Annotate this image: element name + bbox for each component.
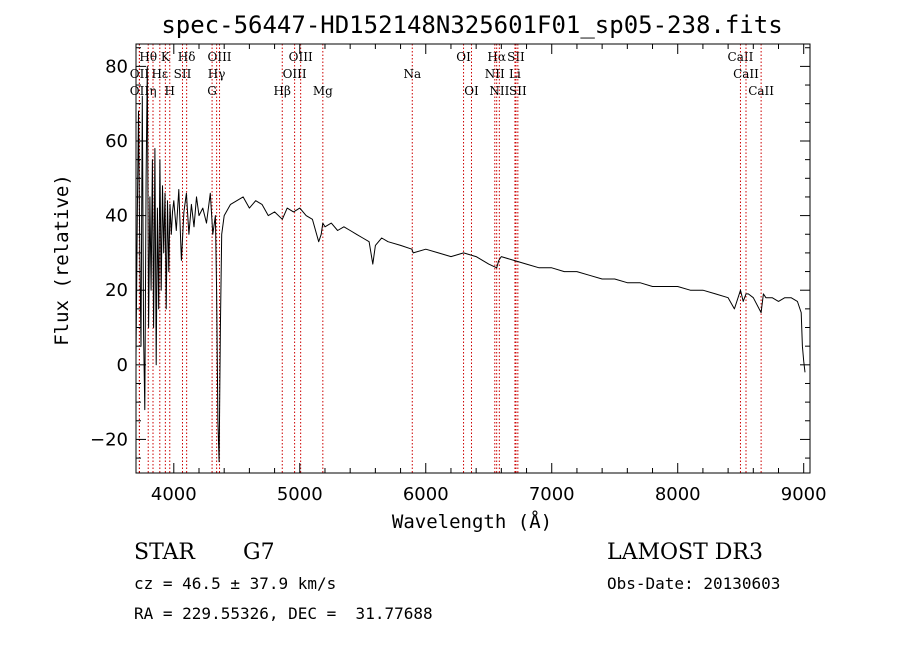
redshift-velocity: cz = 46.5 ± 37.9 km/s (134, 574, 337, 593)
marker-label-27: OIII (283, 67, 307, 81)
marker-label-23: OIII (207, 50, 231, 64)
marker-label-4: OI (464, 84, 479, 98)
object-subclass: G7 (243, 540, 275, 565)
marker-label-16: Hθ (139, 50, 157, 64)
y-axis-label: Flux (relative) (51, 174, 73, 346)
plot-frame (135, 43, 811, 474)
chart-title: spec-56447-HD152148N325601F01_sp05-238.f… (161, 11, 782, 39)
marker-label-14: Hδ (178, 50, 196, 64)
flux-series-group (135, 65, 806, 463)
x-tick-label-4: 8000 (655, 484, 701, 505)
y-tick-label-5: 80 (105, 56, 128, 77)
y-tick-label-3: 40 (105, 206, 128, 227)
x-axis: 4000 5000 6000 7000 8000 9000 (151, 44, 827, 505)
marker-label-24: Hγ (208, 67, 226, 81)
x-tick-label-1: 5000 (277, 484, 323, 505)
marker-label-25: G (207, 84, 217, 98)
spectral-line-markers: Hβ MgNaOIOIHαNIINIISIILiSIICaIICaIICaIIHδ… (130, 44, 774, 473)
x-tick-label-3: 7000 (529, 484, 575, 505)
marker-label-15: K (161, 50, 171, 64)
marker-label-3: OI (456, 50, 471, 64)
marker-label-12: CaII (733, 67, 759, 81)
marker-label-8: SII (507, 50, 525, 64)
marker-label-0: Hβ (274, 84, 291, 98)
x-tick-label-0: 4000 (151, 484, 197, 505)
marker-label-1: Mg (313, 84, 333, 98)
marker-label-20: η (149, 84, 156, 98)
marker-label-5: Hα (487, 50, 506, 64)
y-tick-label-4: 60 (105, 131, 128, 152)
y-tick-label-2: 20 (105, 280, 128, 301)
marker-label-17: OII (130, 67, 150, 81)
survey-name: LAMOST DR3 (607, 540, 763, 565)
flux-series-line-0 (135, 65, 806, 463)
marker-label-26: OIII (289, 50, 313, 64)
marker-label-19: Hε (151, 67, 168, 81)
marker-label-22: SII (174, 67, 192, 81)
x-tick-label-2: 6000 (403, 484, 449, 505)
marker-label-11: CaII (728, 50, 754, 64)
object-class: STAR (134, 540, 195, 565)
marker-label-2: Na (403, 67, 421, 81)
marker-label-9: Li (509, 67, 521, 81)
y-tick-label-0: −20 (90, 429, 128, 450)
marker-label-6: NII (485, 67, 505, 81)
marker-label-7: NII (489, 84, 509, 98)
marker-label-10: SII (509, 84, 527, 98)
marker-label-18: OII (130, 84, 150, 98)
marker-label-13: CaII (748, 84, 774, 98)
y-axis: −20 0 20 40 60 80 (90, 47, 810, 459)
sky-coordinates: RA = 229.55326, DEC = 31.77688 (134, 604, 433, 623)
observation-date: Obs-Date: 20130603 (607, 574, 781, 593)
x-axis-label: Wavelength (Å) (392, 510, 552, 533)
marker-label-21: H (165, 84, 175, 98)
x-tick-label-5: 9000 (781, 484, 827, 505)
y-tick-label-1: 0 (117, 355, 128, 376)
